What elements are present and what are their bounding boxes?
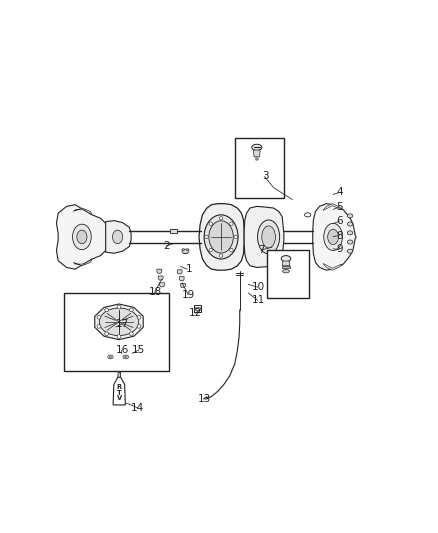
Circle shape — [109, 356, 112, 358]
Text: 15: 15 — [132, 345, 145, 355]
Polygon shape — [57, 205, 107, 269]
Circle shape — [209, 222, 212, 225]
Circle shape — [209, 248, 212, 252]
Text: 7: 7 — [258, 245, 265, 255]
Polygon shape — [113, 377, 125, 405]
Ellipse shape — [304, 213, 311, 217]
Ellipse shape — [204, 215, 238, 259]
Text: 18: 18 — [148, 287, 162, 297]
Ellipse shape — [187, 249, 188, 251]
Text: 6: 6 — [336, 216, 343, 227]
Circle shape — [230, 248, 233, 252]
Polygon shape — [313, 204, 356, 270]
Circle shape — [205, 235, 208, 239]
Ellipse shape — [182, 249, 184, 251]
Text: 14: 14 — [131, 402, 145, 413]
Ellipse shape — [123, 355, 128, 359]
Circle shape — [130, 332, 133, 336]
Ellipse shape — [347, 240, 353, 244]
Bar — [64, 293, 170, 371]
Ellipse shape — [99, 308, 139, 336]
Circle shape — [234, 235, 237, 239]
Text: 5: 5 — [336, 202, 343, 212]
Bar — [195, 307, 200, 310]
Text: 16: 16 — [115, 345, 129, 355]
Polygon shape — [199, 204, 244, 270]
Polygon shape — [106, 221, 131, 253]
Circle shape — [219, 254, 223, 257]
Ellipse shape — [347, 222, 353, 226]
Circle shape — [130, 308, 133, 312]
Polygon shape — [159, 282, 164, 287]
Ellipse shape — [347, 214, 353, 218]
Text: 3: 3 — [262, 172, 268, 182]
Polygon shape — [158, 276, 163, 280]
Ellipse shape — [281, 256, 291, 262]
Text: 1: 1 — [186, 264, 192, 274]
Ellipse shape — [262, 226, 276, 248]
Polygon shape — [323, 263, 342, 270]
Text: 13: 13 — [198, 394, 211, 404]
Bar — [235, 139, 284, 198]
Text: 8: 8 — [336, 231, 343, 240]
Ellipse shape — [113, 230, 123, 244]
Polygon shape — [254, 150, 260, 157]
Circle shape — [219, 216, 223, 220]
Circle shape — [137, 316, 141, 319]
Text: R
T
V: R T V — [117, 384, 122, 401]
Ellipse shape — [172, 229, 175, 232]
Polygon shape — [282, 261, 290, 266]
Ellipse shape — [347, 231, 353, 235]
Text: 9: 9 — [336, 245, 343, 254]
Text: 4: 4 — [336, 188, 343, 197]
Ellipse shape — [77, 230, 87, 244]
Text: 19: 19 — [182, 289, 195, 300]
Circle shape — [97, 325, 101, 328]
Circle shape — [105, 308, 109, 312]
Bar — [267, 251, 309, 298]
FancyBboxPatch shape — [170, 229, 177, 233]
Ellipse shape — [347, 249, 353, 253]
Ellipse shape — [209, 221, 233, 253]
Circle shape — [97, 316, 101, 319]
Circle shape — [117, 335, 121, 338]
Ellipse shape — [324, 223, 343, 251]
Polygon shape — [179, 277, 184, 281]
Polygon shape — [177, 270, 182, 274]
Polygon shape — [182, 249, 189, 253]
Text: 11: 11 — [252, 295, 265, 305]
Polygon shape — [95, 304, 143, 340]
Ellipse shape — [258, 220, 279, 254]
Ellipse shape — [252, 144, 262, 150]
Polygon shape — [118, 372, 120, 377]
Ellipse shape — [73, 224, 91, 249]
Bar — [194, 305, 201, 312]
Polygon shape — [181, 284, 185, 287]
Circle shape — [137, 325, 141, 328]
Text: 10: 10 — [252, 282, 265, 292]
Text: 12: 12 — [189, 308, 202, 318]
Circle shape — [105, 332, 109, 336]
Polygon shape — [157, 269, 162, 273]
Ellipse shape — [283, 270, 290, 273]
Circle shape — [117, 305, 121, 309]
Text: 2: 2 — [163, 241, 170, 251]
Polygon shape — [74, 259, 92, 266]
Ellipse shape — [328, 229, 339, 245]
Ellipse shape — [108, 355, 113, 359]
Circle shape — [255, 157, 258, 160]
Text: 17: 17 — [115, 319, 129, 329]
Circle shape — [124, 356, 127, 358]
Polygon shape — [282, 266, 290, 268]
Polygon shape — [244, 206, 284, 268]
Polygon shape — [323, 204, 342, 211]
Polygon shape — [74, 208, 92, 215]
Circle shape — [230, 222, 233, 225]
